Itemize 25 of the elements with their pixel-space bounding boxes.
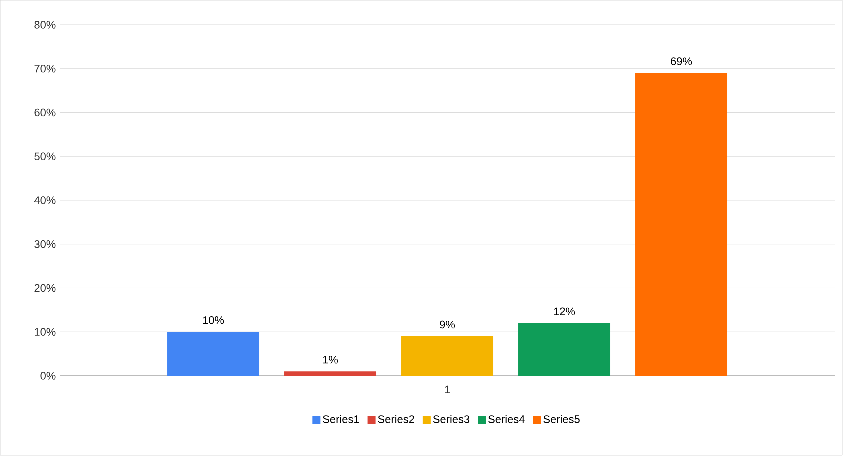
data-label: 69% [671,58,692,66]
legend-label: Series3 [433,415,470,424]
y-tick-label: 80% [34,21,56,29]
bar [636,73,728,376]
y-tick-label: 70% [34,65,56,73]
data-label: 10% [203,316,224,324]
y-tick-label: 50% [34,152,56,160]
legend-label: Series2 [378,415,414,424]
x-tick-label: 1 [445,386,450,394]
bar [402,336,494,376]
legend-label: Series4 [488,415,525,424]
bar [168,332,260,376]
data-label: 1% [323,356,338,364]
y-tick-label: 60% [34,108,56,117]
legend-label: Series1 [323,415,360,424]
y-tick-label: 10% [35,328,56,336]
data-label: 9% [440,320,456,329]
y-tick-label: 20% [34,284,56,292]
data-label: 12% [554,308,576,316]
y-tick-label: 40% [34,196,56,204]
bar [518,323,611,376]
y-tick-label: 30% [34,240,56,248]
y-tick-label: 0% [40,372,56,380]
bar [284,372,377,376]
legend-label: Series5 [544,415,580,424]
